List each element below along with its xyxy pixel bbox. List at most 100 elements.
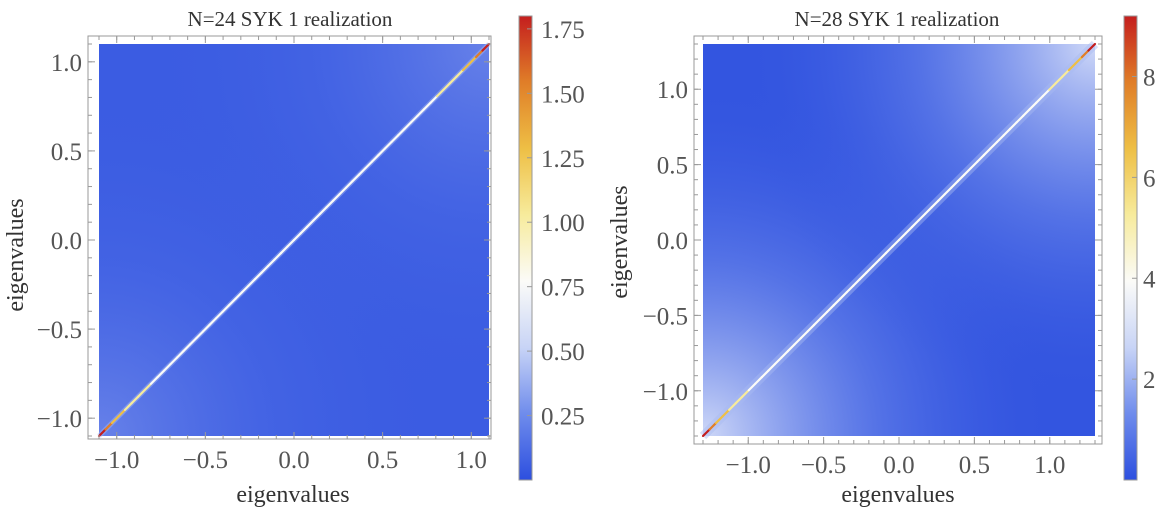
- colorbar-tick-label: 4: [1143, 266, 1156, 293]
- diagonal-segment: [396, 127, 406, 137]
- diagonal-segment: [714, 415, 724, 425]
- y-tick-label: 0.5: [51, 139, 82, 166]
- diagonal-segment: [130, 395, 140, 405]
- colorbar-tick-label: 0.75: [541, 275, 585, 302]
- diagonal-segment: [136, 389, 146, 398]
- diagonal-segment: [904, 225, 914, 235]
- diagonal-segment: [1048, 82, 1057, 91]
- diagonal-segment: [819, 310, 829, 320]
- y-tick-label: −0.5: [37, 317, 82, 344]
- panel-n28: N=28 SYK 1 realization −1.0 −0.5 0.0 0.5 1.0…: [607, 7, 1156, 508]
- diagonal-segment: [338, 186, 348, 196]
- diagonal-segment: [1022, 108, 1031, 117]
- diagonal-segment: [253, 271, 263, 281]
- diagonal-segment: [318, 206, 328, 215]
- diagonal-segment: [422, 101, 432, 111]
- colorbar-n28: 2 4 6 8: [1123, 15, 1156, 481]
- diagonal-segment: [182, 343, 192, 353]
- diagonal-segment: [461, 62, 471, 72]
- x-axis-n24: −1.0 −0.5 0.0 0.5 1.0: [94, 36, 490, 474]
- diagonal-segment: [865, 265, 874, 274]
- diagonal-segment: [169, 356, 179, 366]
- y-axis-n28: −1.0 −0.5 0.0 0.5 1.0: [643, 43, 1102, 437]
- diagonal-segment: [943, 186, 953, 196]
- diagonal-segment: [299, 225, 309, 235]
- diagonal-segment: [325, 199, 335, 209]
- diagonal-segment: [734, 395, 744, 405]
- diagonal-segment: [1080, 49, 1090, 59]
- colorbar-tick-label: 1.00: [541, 210, 585, 237]
- diagonal-segment: [429, 95, 439, 104]
- diagonal-segment: [221, 304, 231, 313]
- diagonal-segment: [208, 317, 218, 327]
- diagonal-segment: [390, 134, 400, 144]
- diagonal-segment: [1015, 114, 1025, 124]
- y-tick-label: 1.0: [51, 50, 82, 77]
- diagonal-segment: [1054, 75, 1064, 85]
- diagonal-segment: [924, 206, 933, 215]
- colorbar-tick-label: 6: [1143, 165, 1156, 192]
- y-axis-title-n28: eigenvalues: [607, 185, 633, 298]
- diagonal-segment: [1041, 88, 1051, 98]
- diagonal-segment: [383, 140, 393, 150]
- diagonal-segment: [1008, 121, 1018, 131]
- diagonal-segment: [976, 153, 986, 163]
- diagonal-segment: [104, 421, 114, 431]
- diagonal-segment: [786, 343, 796, 353]
- diagonal-segment: [448, 75, 458, 85]
- diagonal-segment: [227, 297, 237, 307]
- colorbar-tick-label: 1.25: [541, 146, 585, 173]
- diagonal-segment: [845, 284, 855, 294]
- x-tick-label: 0.0: [278, 447, 309, 474]
- diagonal-segment: [780, 349, 790, 359]
- colorbar-tick-label: 0.50: [541, 339, 585, 366]
- diagonal-segment: [455, 69, 465, 78]
- colorbar-tick-label: 2: [1143, 367, 1156, 394]
- panel-n24: N=24 SYK 1 realization −1.0 −0.5 0.0 0.5 1.0…: [3, 7, 585, 508]
- diagonal-segment: [858, 271, 868, 281]
- diagonal-segment: [468, 55, 478, 65]
- diagonal-segment: [878, 251, 888, 261]
- diagonal-segment: [956, 173, 966, 183]
- x-tick-label: 0.0: [883, 452, 914, 479]
- diagonal-segment: [1061, 69, 1070, 78]
- diagonal-segment: [747, 382, 757, 392]
- diagonal-segment: [989, 140, 999, 150]
- colorbar-tick-label: 8: [1143, 65, 1156, 92]
- diagonal-segment: [839, 291, 848, 300]
- diagonal-segment: [143, 382, 153, 392]
- diagonal-segment: [773, 356, 783, 366]
- diagonal-segment: [214, 310, 224, 320]
- diagonal-segment: [826, 304, 835, 313]
- x-tick-label: 1.0: [456, 447, 487, 474]
- diagonal-segment: [201, 323, 211, 333]
- diagonal-segment: [481, 42, 491, 52]
- colorbar-gradient: [1123, 15, 1138, 481]
- x-tick-label: 1.0: [1034, 452, 1065, 479]
- y-tick-label: −0.5: [643, 303, 688, 330]
- diagonal-segment: [156, 369, 166, 379]
- diagonal-segment: [162, 363, 172, 372]
- diagonal-segment: [377, 147, 387, 157]
- diagonal-segment: [474, 49, 484, 59]
- diagonal-segment: [305, 219, 315, 229]
- diagonal-segment: [442, 82, 452, 91]
- diagonal-segment: [364, 160, 374, 170]
- diagonal-segment: [806, 323, 816, 333]
- x-tick-label: −0.5: [801, 452, 846, 479]
- diagonal-segment: [292, 232, 302, 242]
- diagonal-segment: [403, 121, 413, 131]
- diagonal-segment: [708, 421, 718, 431]
- diagonal-segment: [1028, 101, 1038, 111]
- diagonal-segment: [312, 212, 322, 222]
- diagonal-segment: [195, 330, 205, 340]
- y-tick-label: 0.0: [657, 228, 688, 255]
- x-tick-label: −1.0: [726, 452, 771, 479]
- diagonal-segment: [799, 330, 809, 340]
- diagonal-segment: [701, 428, 711, 438]
- diagonal-segment: [982, 147, 992, 157]
- diagonal-segment: [370, 153, 380, 163]
- diagonal-segment: [416, 108, 426, 117]
- diagonal-segment: [344, 180, 354, 189]
- diagonal-segment: [728, 402, 737, 411]
